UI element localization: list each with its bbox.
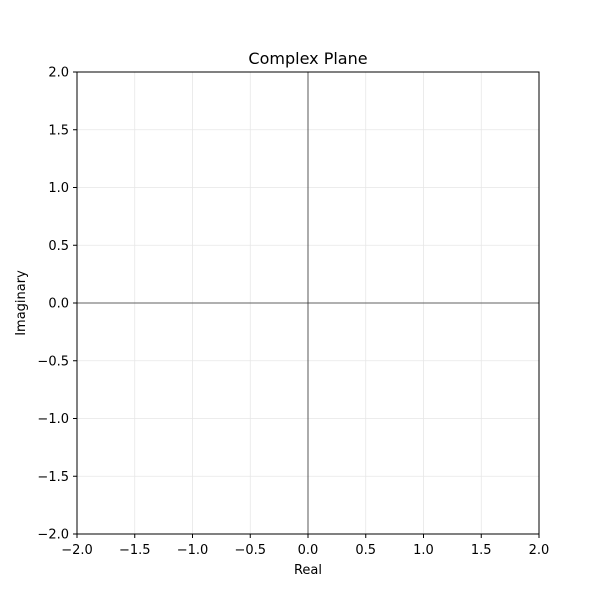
x-tick-label: 1.0 xyxy=(413,543,434,558)
x-tick-label: −2.0 xyxy=(61,543,93,558)
x-tick-label: 0.0 xyxy=(298,543,319,558)
x-tick-label: −1.5 xyxy=(119,543,151,558)
x-axis-ticks: −2.0 −1.5 −1.0 −0.5 0.0 0.5 1.0 1.5 2.0 xyxy=(61,534,549,558)
y-tick-label: 1.5 xyxy=(48,123,69,138)
x-tick-label: −1.0 xyxy=(177,543,209,558)
x-axis-label: Real xyxy=(294,563,322,578)
y-tick-label: 1.0 xyxy=(48,181,69,196)
y-axis-ticks: −2.0 −1.5 −1.0 −0.5 0.0 0.5 1.0 1.5 2.0 xyxy=(37,66,77,543)
x-tick-label: 1.5 xyxy=(471,543,492,558)
chart-title: Complex Plane xyxy=(248,49,367,68)
x-tick-label: −0.5 xyxy=(234,543,266,558)
y-tick-label: 2.0 xyxy=(48,66,69,81)
y-tick-label: −1.0 xyxy=(37,412,69,427)
y-axis-label: Imaginary xyxy=(14,270,29,336)
y-tick-label: −0.5 xyxy=(37,354,69,369)
y-tick-label: 0.5 xyxy=(48,239,69,254)
x-tick-label: 0.5 xyxy=(355,543,376,558)
y-tick-label: 0.0 xyxy=(48,297,69,312)
x-tick-label: 2.0 xyxy=(529,543,550,558)
y-tick-label: −2.0 xyxy=(37,528,69,543)
y-tick-label: −1.5 xyxy=(37,470,69,485)
reference-lines xyxy=(77,72,539,534)
